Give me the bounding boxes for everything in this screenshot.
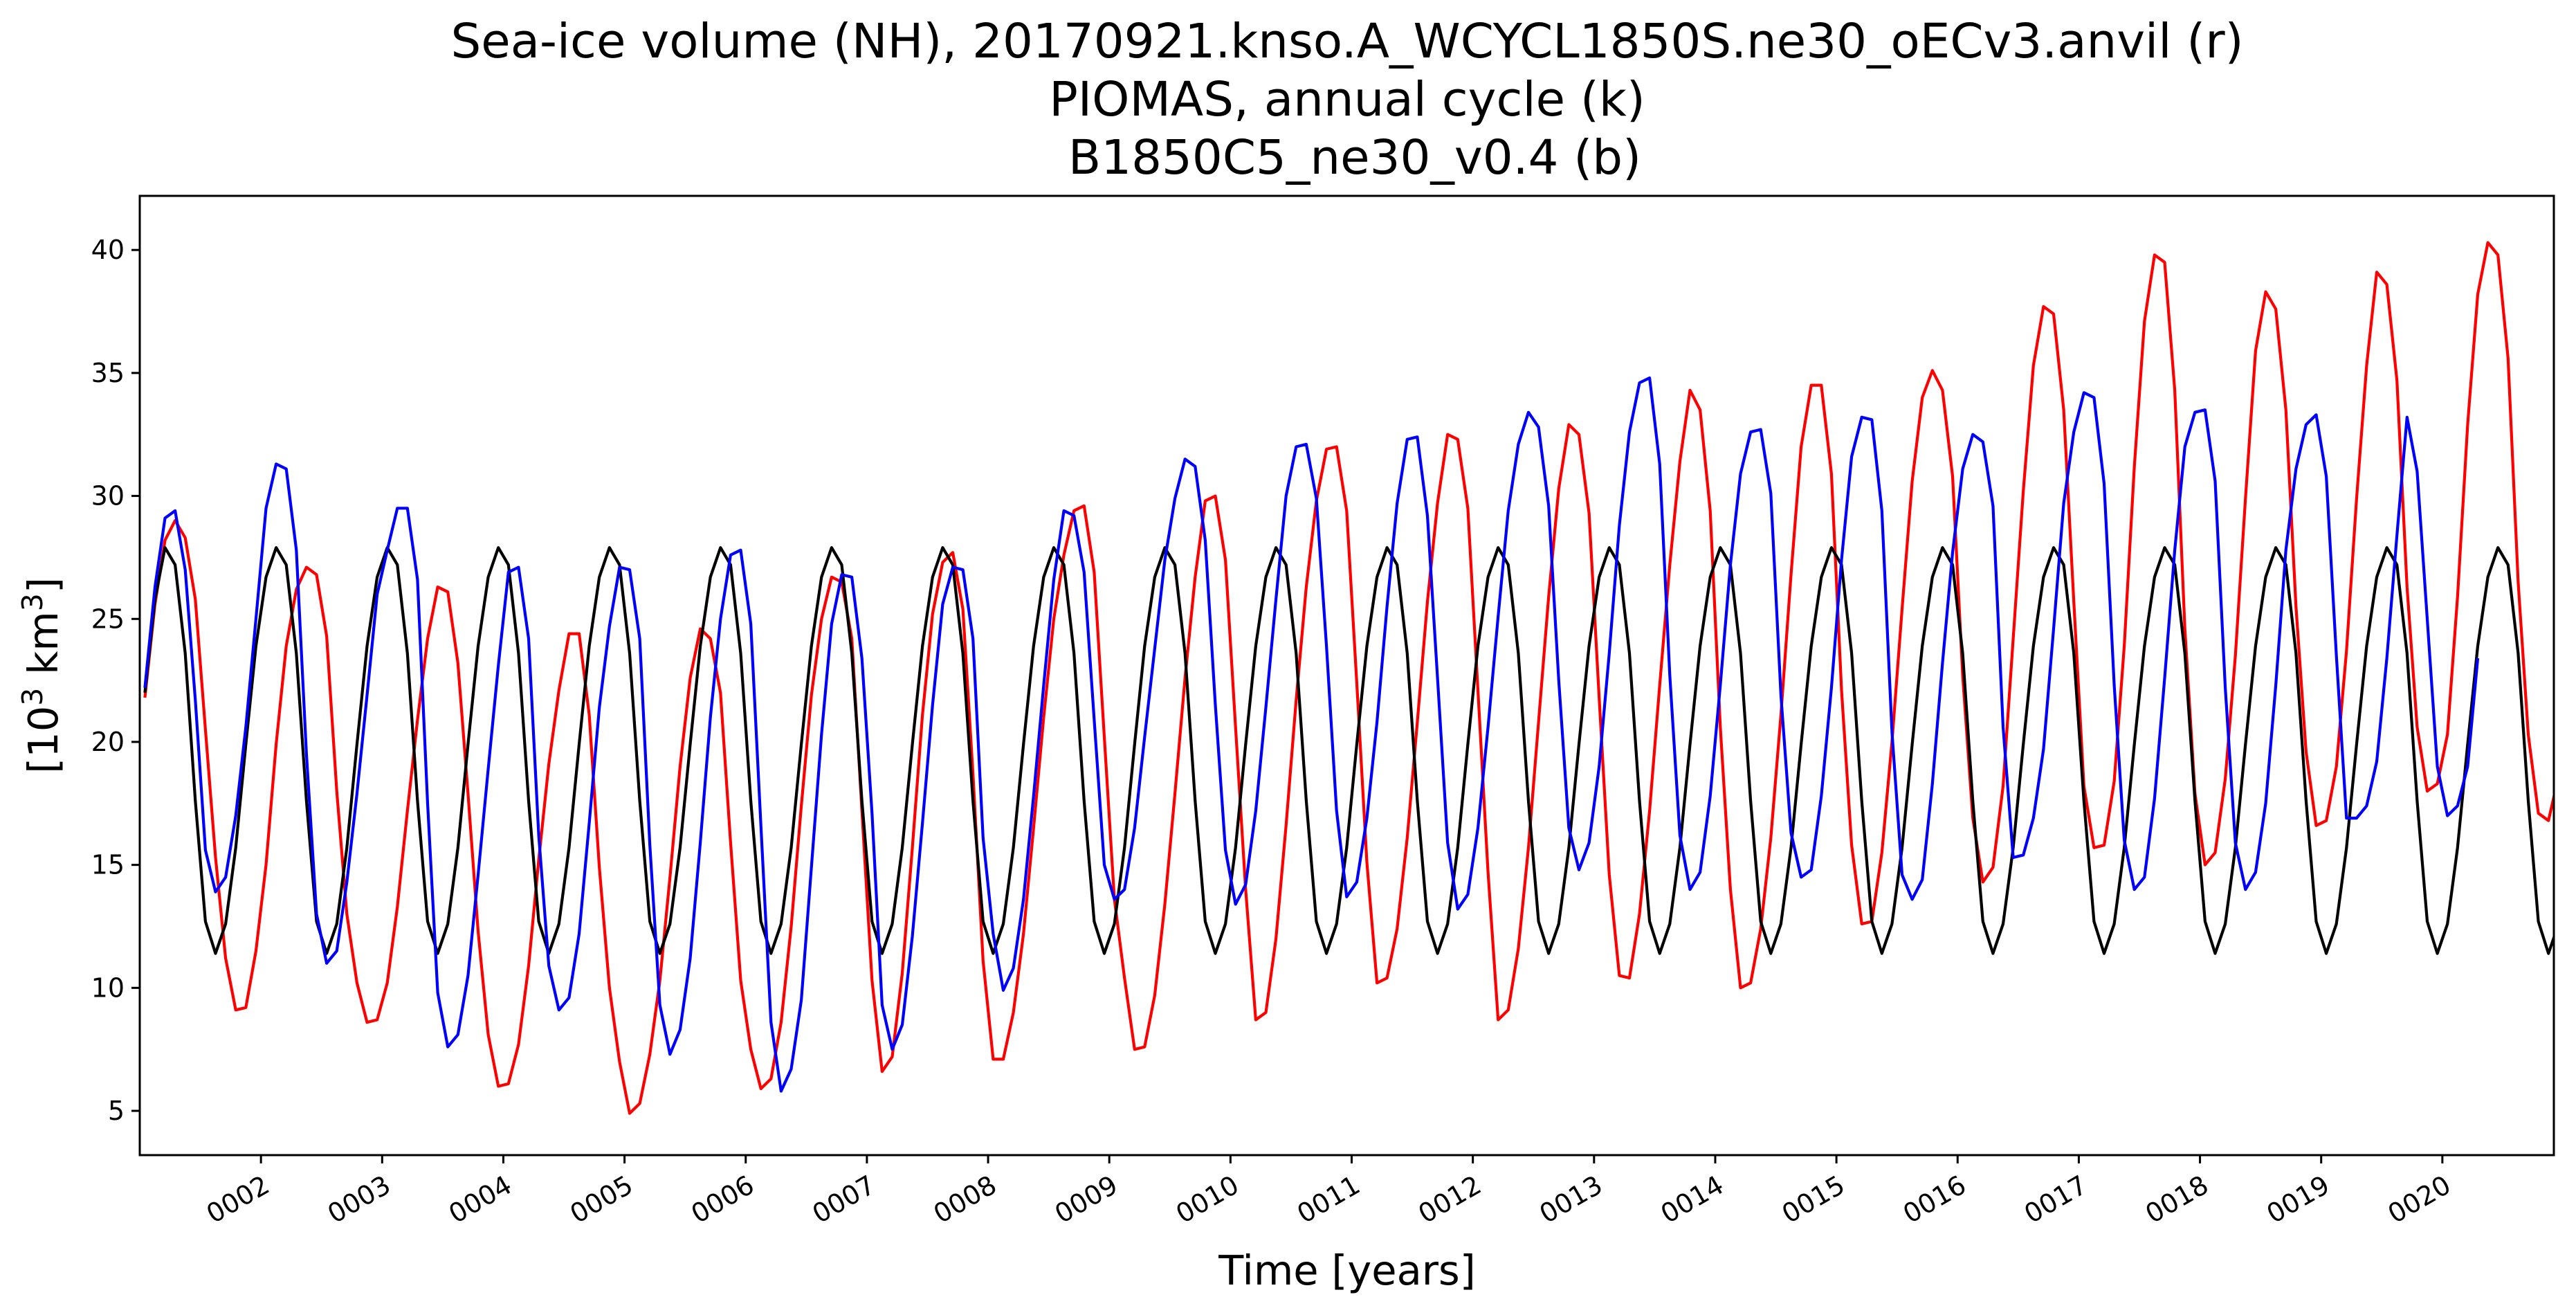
y-tick-label: 20 <box>91 727 125 757</box>
y-tick-label: 15 <box>91 850 125 880</box>
y-tick-label: 25 <box>91 604 125 634</box>
plot-area <box>138 194 2555 1157</box>
series-layer <box>143 241 2554 1115</box>
y-tick-label: 5 <box>108 1096 125 1126</box>
y-axis-label: [103 km3] <box>16 577 67 774</box>
chart-title-line-3: B1850C5_ne30_v0.4 (b) <box>1053 130 1641 185</box>
y-axis: 5 10 15 20 25 30 35 40 <box>91 235 140 1126</box>
y-axis-label-mid: km <box>19 611 67 687</box>
y-tick-label: 10 <box>91 972 125 1003</box>
y-axis-label-exp2: 3 <box>16 593 49 611</box>
y-tick-label: 40 <box>91 235 125 265</box>
x-axis-label: Time [years] <box>1218 1246 1476 1294</box>
plot-frame <box>138 194 2555 1157</box>
y-tick-label: 35 <box>91 358 125 388</box>
series-line-2 <box>143 376 2480 1093</box>
series-line-0 <box>143 241 2554 1115</box>
y-axis-label-open: [10 <box>19 706 67 774</box>
chart-title-line-1: Sea-ice volume (NH), 20170921.knso.A_WCY… <box>450 14 2243 69</box>
chart-title-line-2: PIOMAS, annual cycle (k) <box>1049 72 1645 127</box>
chart-title: Sea-ice volume (NH), 20170921.knso.A_WCY… <box>450 14 2243 185</box>
y-axis-label-close: ] <box>19 577 67 593</box>
y-axis-label-exp1: 3 <box>16 688 49 706</box>
y-tick-label: 30 <box>91 481 125 511</box>
